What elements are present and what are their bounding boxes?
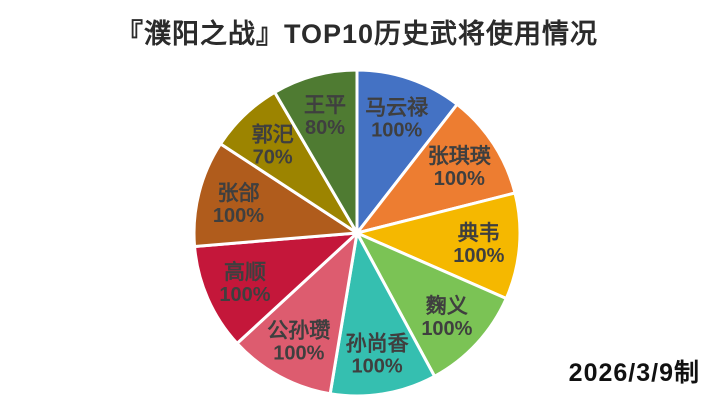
pie-slice-3: [355, 231, 508, 378]
slice-name-6: 高顺: [224, 260, 266, 284]
slice-percent-8: 70%: [253, 146, 293, 168]
slice-name-8: 郭汜: [252, 122, 294, 146]
slice-percent-0: 100%: [371, 119, 422, 141]
pie-slice-0: [355, 68, 459, 235]
pie-slice-7: [192, 142, 359, 248]
slice-percent-6: 100%: [219, 284, 270, 306]
slice-percent-7: 100%: [213, 205, 264, 227]
slice-percent-5: 100%: [273, 343, 324, 365]
pie-slice-2: [355, 191, 522, 300]
slice-name-4: 孙尚香: [346, 333, 410, 356]
pie-slice-9: [273, 68, 359, 235]
slice-name-0: 马云禄: [365, 95, 429, 119]
slice-name-5: 公孙瓒: [267, 319, 330, 343]
slice-name-3: 麴义: [426, 294, 468, 318]
slice-percent-2: 100%: [453, 245, 504, 267]
slice-name-7: 张郃: [218, 181, 260, 205]
slice-name-9: 王平: [304, 94, 346, 117]
pie-slice-6: [193, 231, 359, 345]
pie-slice-1: [355, 102, 517, 235]
chart-title: 『濮阳之战』TOP10历史武将使用情况: [115, 19, 599, 49]
slice-percent-4: 100%: [352, 356, 403, 378]
slice-name-2: 典韦: [458, 221, 500, 245]
slice-name-1: 张琪瑛: [428, 145, 492, 168]
slice-percent-3: 100%: [421, 318, 472, 340]
slice-percent-1: 100%: [434, 168, 485, 190]
pie-slice-4: [328, 231, 437, 398]
slice-percent-9: 80%: [305, 117, 345, 139]
pie-slice-5: [235, 231, 359, 396]
date-note: 2026/3/9制: [568, 359, 700, 387]
